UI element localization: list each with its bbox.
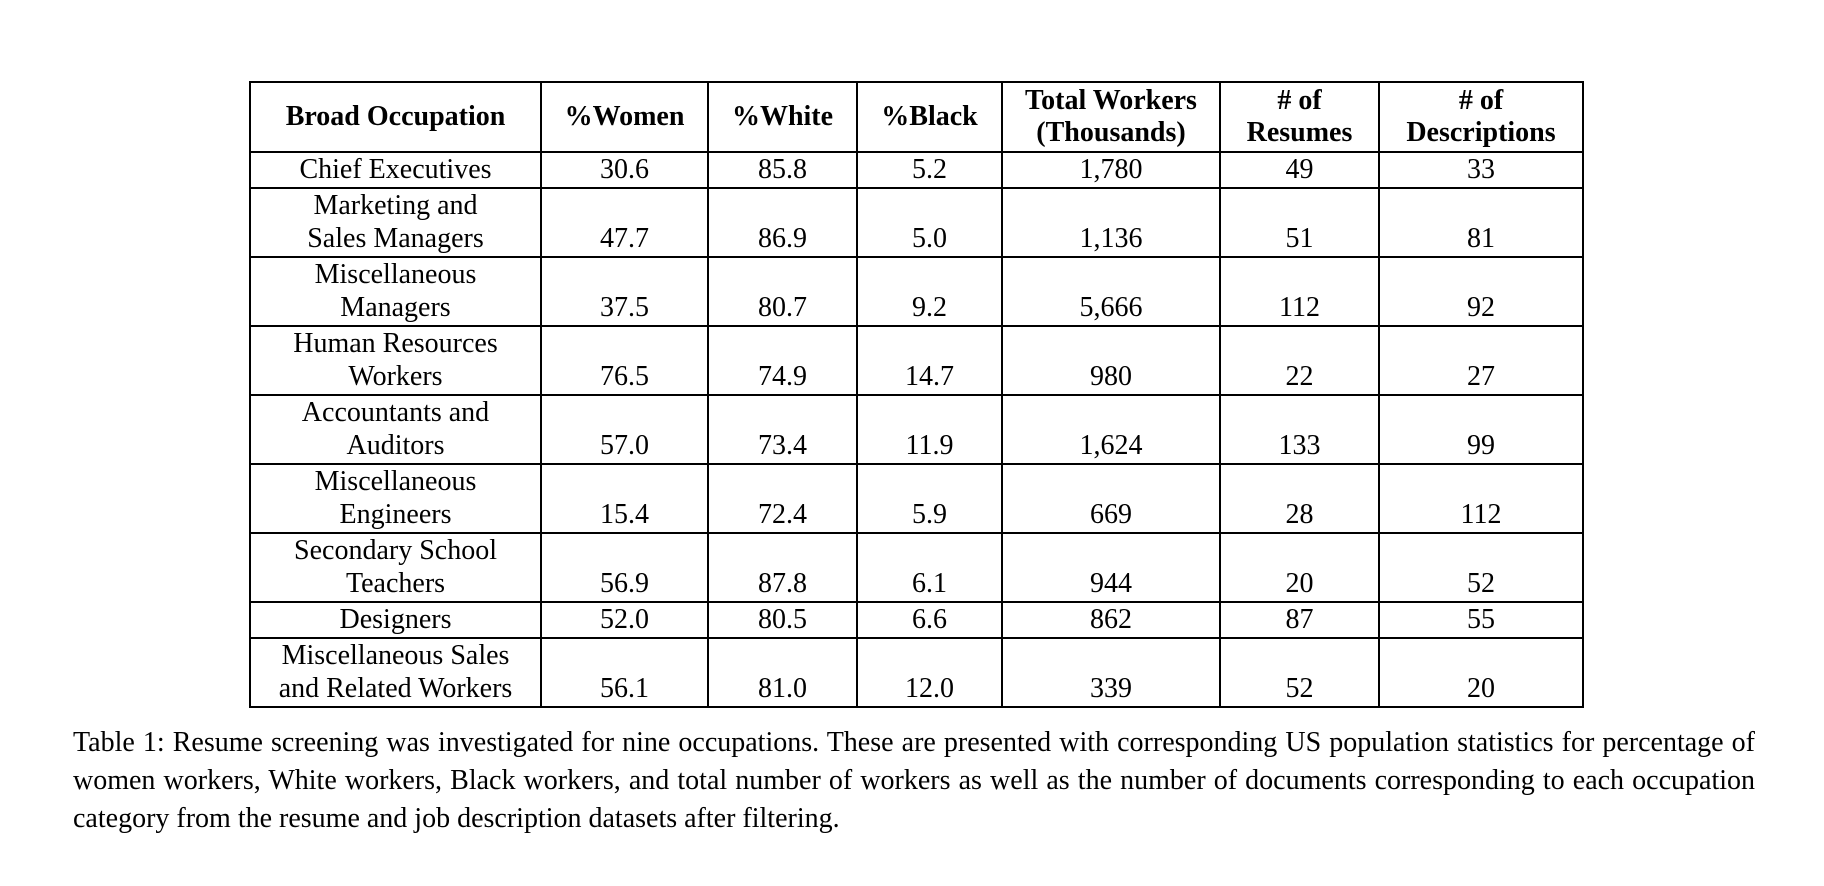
num-descriptions-cell: 27 [1378,325,1584,396]
num-resumes-cell: 51 [1219,187,1380,258]
occupation-cell: Miscellaneous Engineers [249,463,542,534]
occupation-cell: Marketing and Sales Managers [249,187,542,258]
num-resumes-cell: 87 [1219,601,1380,639]
num-resumes-cell: 49 [1219,151,1380,189]
pct-black-cell: 6.1 [856,532,1003,603]
total-workers-cell: 944 [1001,532,1221,603]
total-workers-cell: 339 [1001,637,1221,708]
pct-black-cell: 5.9 [856,463,1003,534]
occupation-statistics-table: Broad Occupation %Women %White %Black To… [249,81,1584,708]
pct-black-cell: 14.7 [856,325,1003,396]
pct-women-cell: 47.7 [540,187,709,258]
num-descriptions-cell: 52 [1378,532,1584,603]
num-resumes-cell: 28 [1219,463,1380,534]
num-descriptions-cell: 55 [1378,601,1584,639]
num-descriptions-cell: 33 [1378,151,1584,189]
table-row-chief-executives: Chief Executives 30.6 85.8 5.2 1,780 49 … [249,151,1584,189]
occupation-cell: Designers [249,601,542,639]
total-workers-cell: 669 [1001,463,1221,534]
num-descriptions-cell: 81 [1378,187,1584,258]
num-resumes-cell: 133 [1219,394,1380,465]
pct-black-cell: 11.9 [856,394,1003,465]
num-descriptions-cell: 20 [1378,637,1584,708]
table-row-miscellaneous-managers: Miscellaneous Managers 37.5 80.7 9.2 5,6… [249,256,1584,327]
pct-white-cell: 72.4 [707,463,858,534]
pct-black-cell: 5.2 [856,151,1003,189]
pct-white-cell: 86.9 [707,187,858,258]
pct-white-cell: 80.7 [707,256,858,327]
table-row-human-resources-workers: Human Resources Workers 76.5 74.9 14.7 9… [249,325,1584,396]
num-resumes-cell: 52 [1219,637,1380,708]
pct-black-cell: 9.2 [856,256,1003,327]
table-row-designers: Designers 52.0 80.5 6.6 862 87 55 [249,601,1584,639]
pct-women-cell: 76.5 [540,325,709,396]
pct-black-cell: 12.0 [856,637,1003,708]
total-workers-cell: 862 [1001,601,1221,639]
num-descriptions-cell: 99 [1378,394,1584,465]
pct-black-cell: 6.6 [856,601,1003,639]
column-header-pct-women: %Women [540,81,709,153]
table-header-row: Broad Occupation %Women %White %Black To… [249,81,1584,153]
table-row-secondary-school-teachers: Secondary School Teachers 56.9 87.8 6.1 … [249,532,1584,603]
pct-white-cell: 80.5 [707,601,858,639]
total-workers-cell: 1,136 [1001,187,1221,258]
occupation-cell: Secondary School Teachers [249,532,542,603]
pct-women-cell: 56.9 [540,532,709,603]
column-header-broad-occupation: Broad Occupation [249,81,542,153]
num-resumes-cell: 20 [1219,532,1380,603]
occupation-cell: Miscellaneous Sales and Related Workers [249,637,542,708]
table-row-marketing-sales-managers: Marketing and Sales Managers 47.7 86.9 5… [249,187,1584,258]
occupation-cell: Accountants and Auditors [249,394,542,465]
column-header-pct-white: %White [707,81,858,153]
num-resumes-cell: 22 [1219,325,1380,396]
occupation-cell: Human Resources Workers [249,325,542,396]
pct-women-cell: 37.5 [540,256,709,327]
table-row-accountants-auditors: Accountants and Auditors 57.0 73.4 11.9 … [249,394,1584,465]
num-resumes-cell: 112 [1219,256,1380,327]
table-row-miscellaneous-engineers: Miscellaneous Engineers 15.4 72.4 5.9 66… [249,463,1584,534]
pct-black-cell: 5.0 [856,187,1003,258]
pct-white-cell: 74.9 [707,325,858,396]
column-header-num-resumes: # of Resumes [1219,81,1380,153]
pct-women-cell: 57.0 [540,394,709,465]
total-workers-cell: 1,624 [1001,394,1221,465]
column-header-pct-black: %Black [856,81,1003,153]
total-workers-cell: 5,666 [1001,256,1221,327]
total-workers-cell: 980 [1001,325,1221,396]
pct-white-cell: 85.8 [707,151,858,189]
occupation-cell: Chief Executives [249,151,542,189]
num-descriptions-cell: 112 [1378,463,1584,534]
total-workers-cell: 1,780 [1001,151,1221,189]
table-row-miscellaneous-sales-workers: Miscellaneous Sales and Related Workers … [249,637,1584,708]
pct-white-cell: 81.0 [707,637,858,708]
pct-women-cell: 30.6 [540,151,709,189]
pct-women-cell: 56.1 [540,637,709,708]
pct-women-cell: 15.4 [540,463,709,534]
table-caption: Table 1: Resume screening was investigat… [73,727,1755,834]
occupation-cell: Miscellaneous Managers [249,256,542,327]
pct-white-cell: 87.8 [707,532,858,603]
pct-white-cell: 73.4 [707,394,858,465]
column-header-total-workers: Total Workers (Thousands) [1001,81,1221,153]
num-descriptions-cell: 92 [1378,256,1584,327]
table-1-container: Broad Occupation %Women %White %Black To… [249,81,1584,708]
pct-women-cell: 52.0 [540,601,709,639]
column-header-num-descriptions: # of Descriptions [1378,81,1584,153]
